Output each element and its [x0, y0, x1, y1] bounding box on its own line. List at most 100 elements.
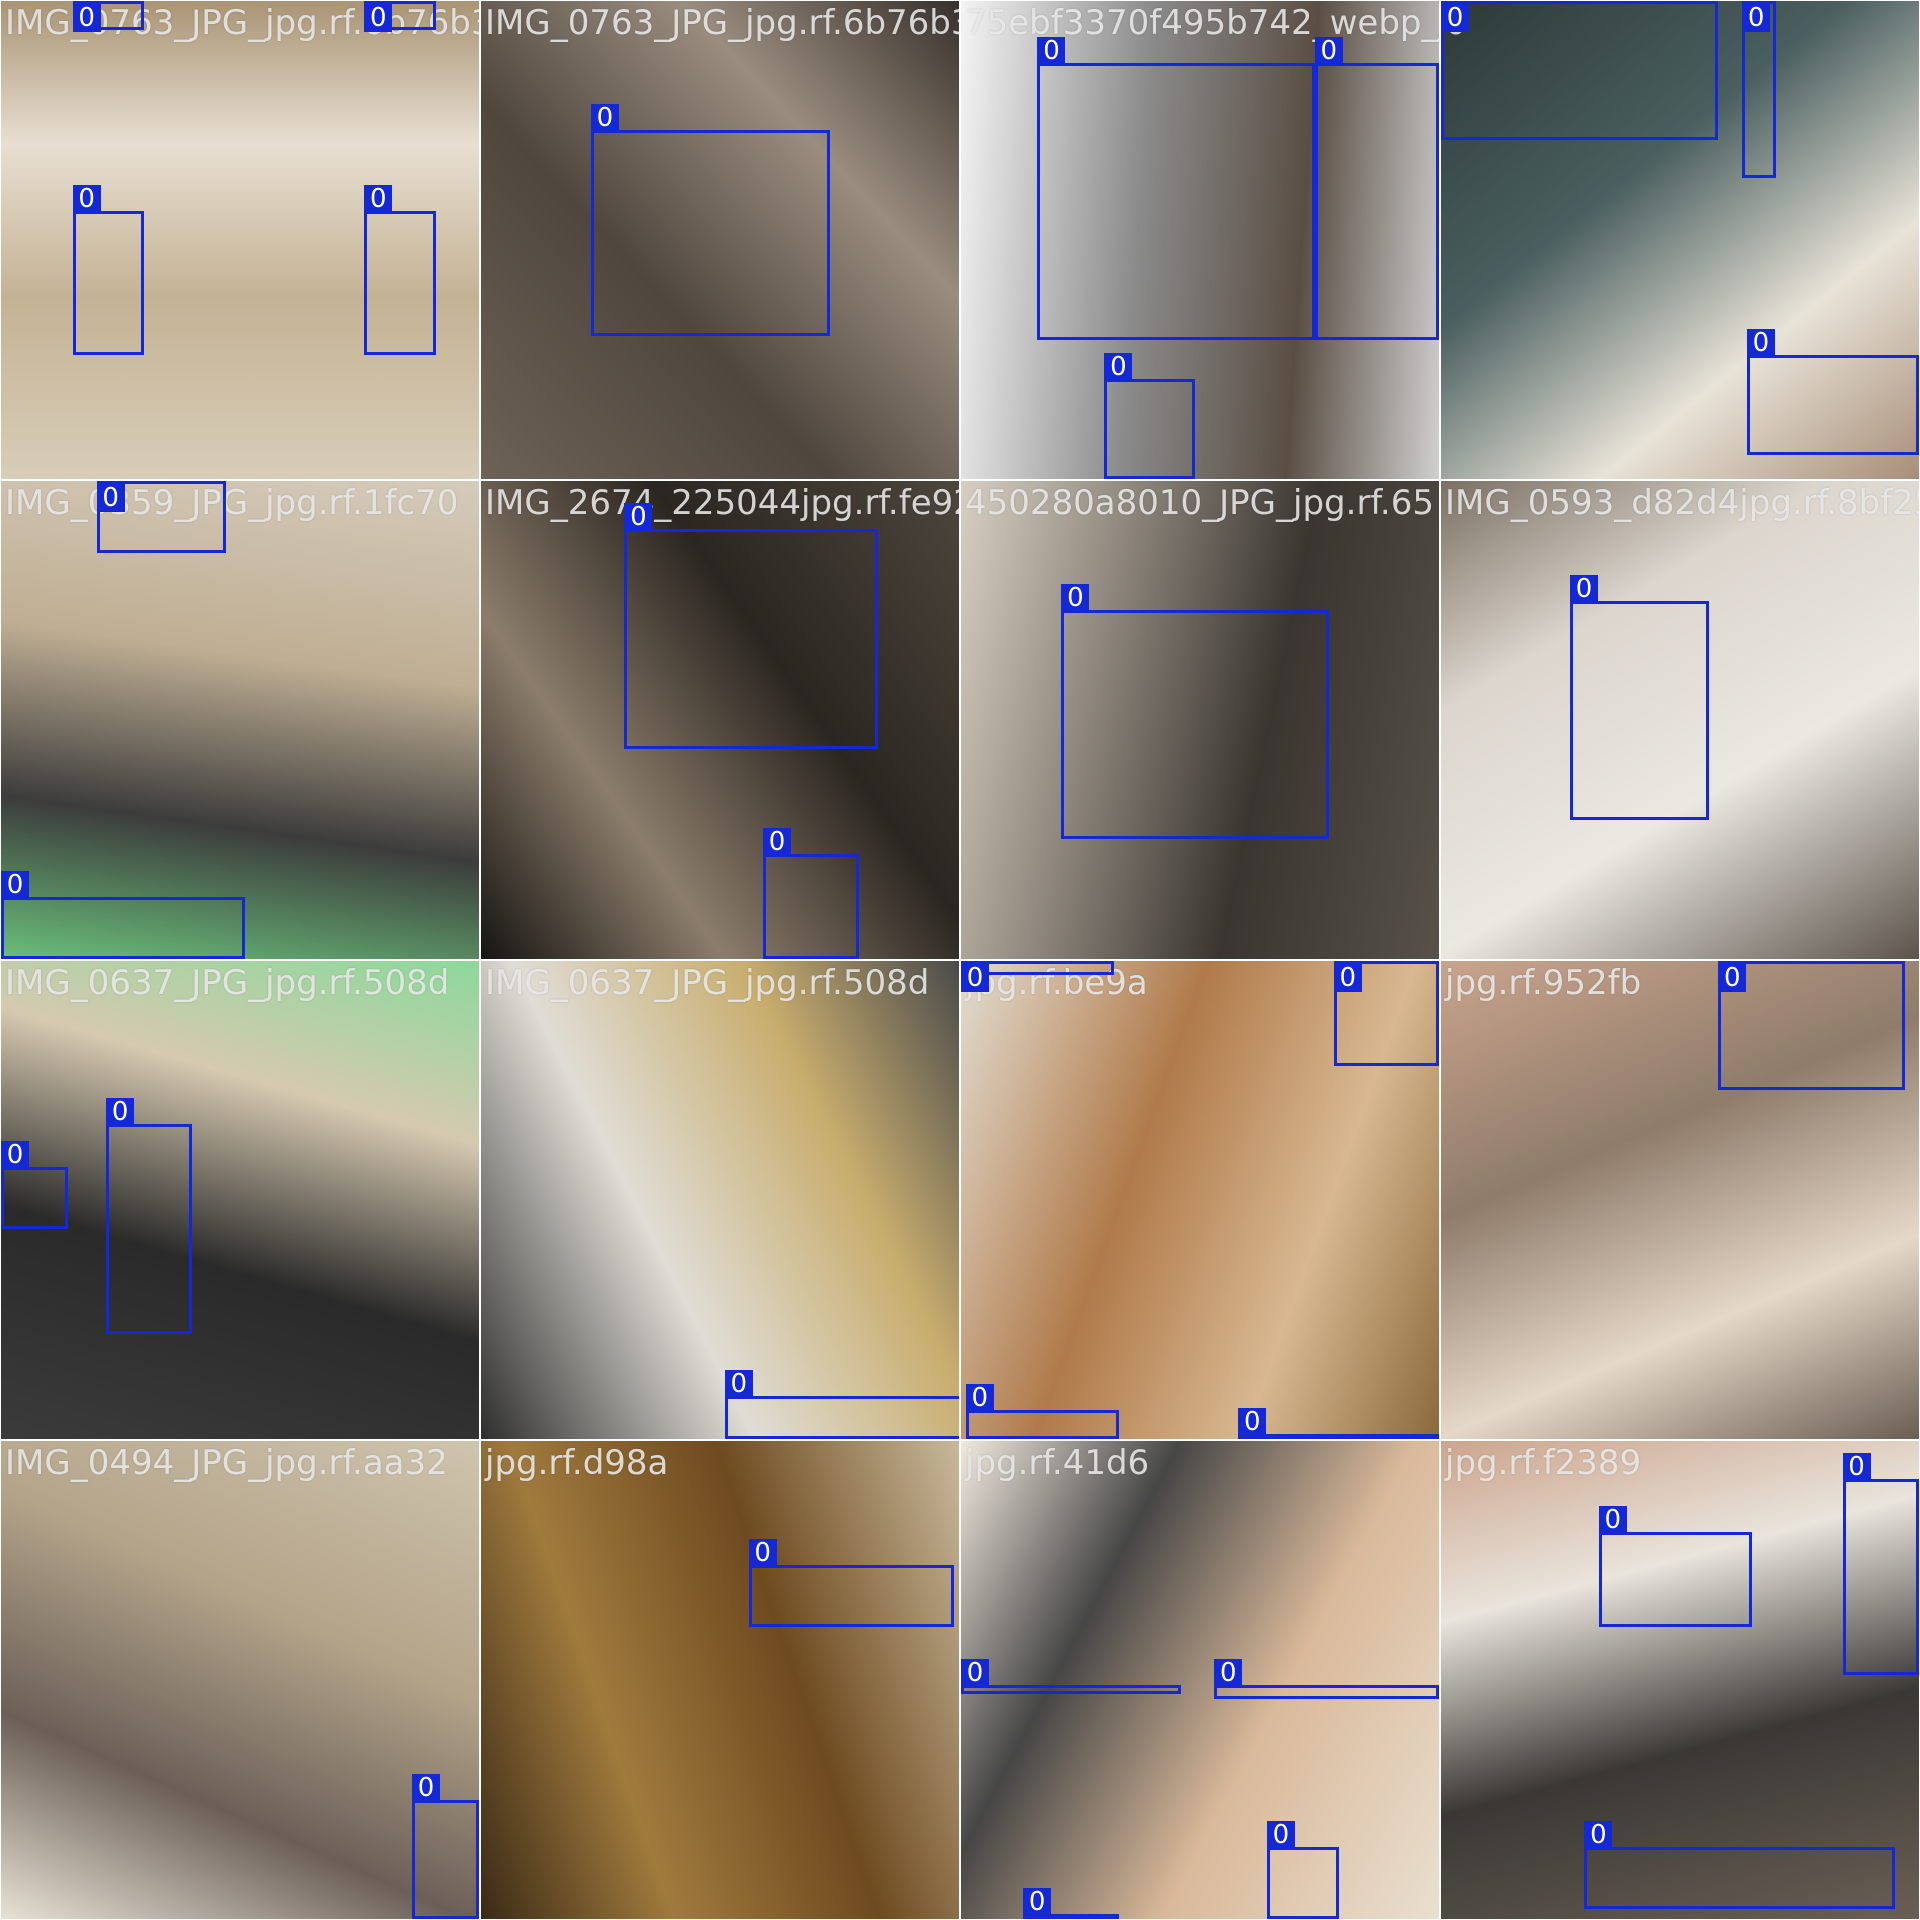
tile-photo [481, 961, 959, 1439]
bounding-box: 0 [1441, 1, 1719, 140]
mosaic-tile: IMG_0593_d82d4jpg.rf.8bf25 0 [1440, 480, 1920, 960]
bounding-box: 0 [1238, 1408, 1439, 1439]
mosaic-tile: jpg.rf.be9a 0 0 0 0 [960, 960, 1440, 1440]
bounding-box: 0 [72, 1, 145, 32]
class-label-tag: 0 [1214, 1658, 1243, 1687]
class-label-tag: 0 [72, 4, 101, 32]
mosaic-tile: jpg.rf.952fb 0 [1440, 960, 1920, 1440]
bounding-box: 0 [1314, 37, 1439, 341]
class-label-tag: 0 [1584, 1821, 1613, 1850]
class-label-tag: 0 [961, 1658, 989, 1687]
bounding-box: 0 [1842, 1453, 1919, 1676]
class-label-tag: 0 [1, 870, 29, 899]
tile-photo [1441, 1441, 1919, 1919]
bounding-box: 0 [364, 1, 436, 32]
mosaic-tile: IMG_0763_JPG_jpg.rf.6b76b3363a6ea0e63jpg… [0, 0, 480, 480]
class-label-tag: 0 [1842, 1453, 1871, 1482]
class-label-tag: 0 [72, 185, 101, 214]
class-label-tag: 0 [1023, 1888, 1052, 1917]
tile-photo [961, 481, 1439, 959]
class-label-tag: 0 [96, 484, 125, 512]
bounding-box: 0 [961, 1658, 1181, 1695]
class-label-tag: 0 [961, 964, 989, 992]
mosaic-tile: IMG_0359_JPG_jpg.rf.1fc70 0 0 [0, 480, 480, 960]
bounding-box: 0 [965, 1384, 1119, 1439]
class-label-tag: 0 [1333, 964, 1362, 992]
bounding-box: 0 [961, 961, 1114, 992]
class-label-tag: 0 [1061, 584, 1090, 613]
mosaic-tile: IMG_0637_JPG_jpg.rf.508d 0 0 [0, 960, 480, 1440]
class-label-tag: 0 [1314, 37, 1343, 66]
class-label-tag: 0 [106, 1097, 135, 1126]
bounding-box: 0 [624, 502, 878, 749]
class-label-tag: 0 [965, 1384, 994, 1413]
class-label-tag: 0 [748, 1539, 777, 1568]
bounding-box: 0 [1, 1140, 68, 1229]
tile-photo [481, 481, 959, 959]
mosaic-tile: 75ebf3370f495b742_webp_jpg.rf.a75fd153JP… [960, 0, 1440, 480]
class-label-tag: 0 [1742, 4, 1771, 32]
bounding-box: 0 [724, 1369, 959, 1439]
bounding-box: 0 [1266, 1821, 1339, 1919]
bounding-box: 0 [96, 481, 226, 553]
tile-photo [1, 1, 479, 479]
bounding-box: 0 [106, 1097, 193, 1334]
class-label-tag: 0 [724, 1369, 753, 1398]
bounding-box: 0 [748, 1539, 955, 1628]
tile-photo [1, 1441, 479, 1919]
class-label-tag: 0 [1746, 328, 1775, 357]
class-label-tag: 0 [1718, 964, 1747, 992]
bounding-box: 0 [1037, 37, 1315, 341]
class-label-tag: 0 [412, 1773, 441, 1802]
tile-photo [1441, 961, 1919, 1439]
tile-photo [481, 1, 959, 479]
tile-photo [961, 1441, 1439, 1919]
bounding-box: 0 [1570, 574, 1709, 821]
class-label-tag: 0 [1441, 4, 1469, 32]
class-label-tag: 0 [1037, 37, 1066, 66]
bounding-box: 0 [1584, 1821, 1896, 1910]
tile-photo [1441, 481, 1919, 959]
bounding-box: 0 [763, 827, 859, 959]
class-label-tag: 0 [763, 827, 792, 856]
class-label-tag: 0 [1104, 352, 1133, 381]
bounding-box: 0 [1333, 961, 1439, 1067]
tile-photo [481, 1441, 959, 1919]
bounding-box: 0 [72, 185, 145, 355]
mosaic-tile: jpg.rf.d98a 0 [480, 1440, 960, 1920]
bounding-box: 0 [364, 185, 436, 355]
class-label-tag: 0 [364, 4, 393, 32]
bounding-box: 0 [1746, 328, 1919, 456]
bounding-box: 0 [1, 870, 245, 959]
class-label-tag: 0 [1, 1140, 29, 1169]
tile-photo [961, 1, 1439, 479]
tile-photo [1441, 1, 1919, 479]
bounding-box: 0 [1104, 352, 1196, 479]
tile-photo [1, 481, 479, 959]
bounding-box: 0 [1023, 1888, 1119, 1919]
class-label-tag: 0 [590, 104, 619, 133]
class-label-tag: 0 [1266, 1821, 1295, 1850]
class-label-tag: 0 [364, 185, 393, 214]
bounding-box: 0 [590, 104, 830, 336]
mosaic-tile: IMG_0637_JPG_jpg.rf.508d 0 [480, 960, 960, 1440]
class-label-tag: 0 [624, 502, 653, 531]
mosaic-tile: jpg.rf.41d6 0 0 0 0 [960, 1440, 1440, 1920]
class-label-tag: 0 [1570, 574, 1599, 603]
bounding-box: 0 [1742, 1, 1776, 178]
mosaic-tile: IMG_0494_JPG_jpg.rf.aa32 0 [0, 1440, 480, 1920]
bounding-box: 0 [1214, 1658, 1439, 1700]
bounding-box: 0 [1061, 584, 1330, 840]
class-label-tag: 0 [1238, 1408, 1267, 1437]
class-label-tag: 0 [1598, 1505, 1627, 1534]
mosaic-tile: IMG_0763_JPG_jpg.rf.6b76b3363a6ea0e63jpg… [480, 0, 960, 480]
bounding-box: 0 [1598, 1505, 1752, 1628]
mosaic-tile: IMG_2674_225044jpg.rf.fe927 0 0 [480, 480, 960, 960]
tile-photo [961, 961, 1439, 1439]
tile-photo [1, 961, 479, 1439]
bounding-box: 0 [412, 1773, 479, 1919]
bounding-box: 0 [1718, 961, 1905, 1091]
mosaic-tile: 450280a8010_JPG_jpg.rf.65 0 [960, 480, 1440, 960]
